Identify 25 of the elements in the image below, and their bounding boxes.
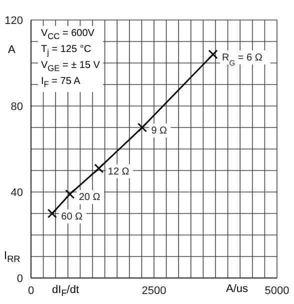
annotation: 12 Ω bbox=[108, 166, 130, 178]
annotation: R$_{G}$= 6 Ω bbox=[222, 52, 263, 67]
x-axis-title: dI$_{F}$/dt bbox=[52, 284, 80, 298]
annotation: 60 Ω bbox=[61, 212, 84, 222]
point bbox=[94, 164, 104, 174]
annotation: T$_{j}$ = 125 °C bbox=[41, 43, 92, 59]
point bbox=[47, 208, 57, 218]
point bbox=[208, 50, 218, 60]
y-axis-title: I$_{RR}$ bbox=[4, 250, 20, 264]
annotation: I$_{F}$ = 75 A bbox=[41, 75, 82, 91]
annotation: V$_{GE}$ = ± 15 V bbox=[41, 59, 100, 75]
x-tick-label: 2500 bbox=[142, 284, 166, 297]
annotation: V$_{CC}$ = 600V bbox=[41, 27, 96, 43]
y-tick-label: 40 bbox=[10, 186, 23, 199]
text: A/us bbox=[226, 283, 248, 295]
y-tick-label: 0 bbox=[16, 272, 23, 285]
point bbox=[65, 189, 75, 199]
y-tick-label: 80 bbox=[10, 100, 23, 113]
annotation: 20 Ω bbox=[78, 192, 101, 204]
text: A bbox=[8, 44, 16, 56]
x-tick-label: 0 bbox=[28, 284, 34, 297]
x-tick-label: 5000 bbox=[264, 284, 290, 297]
point bbox=[137, 122, 147, 132]
annotation: 9 Ω bbox=[151, 126, 168, 136]
y-tick-label: 120 bbox=[4, 14, 23, 27]
